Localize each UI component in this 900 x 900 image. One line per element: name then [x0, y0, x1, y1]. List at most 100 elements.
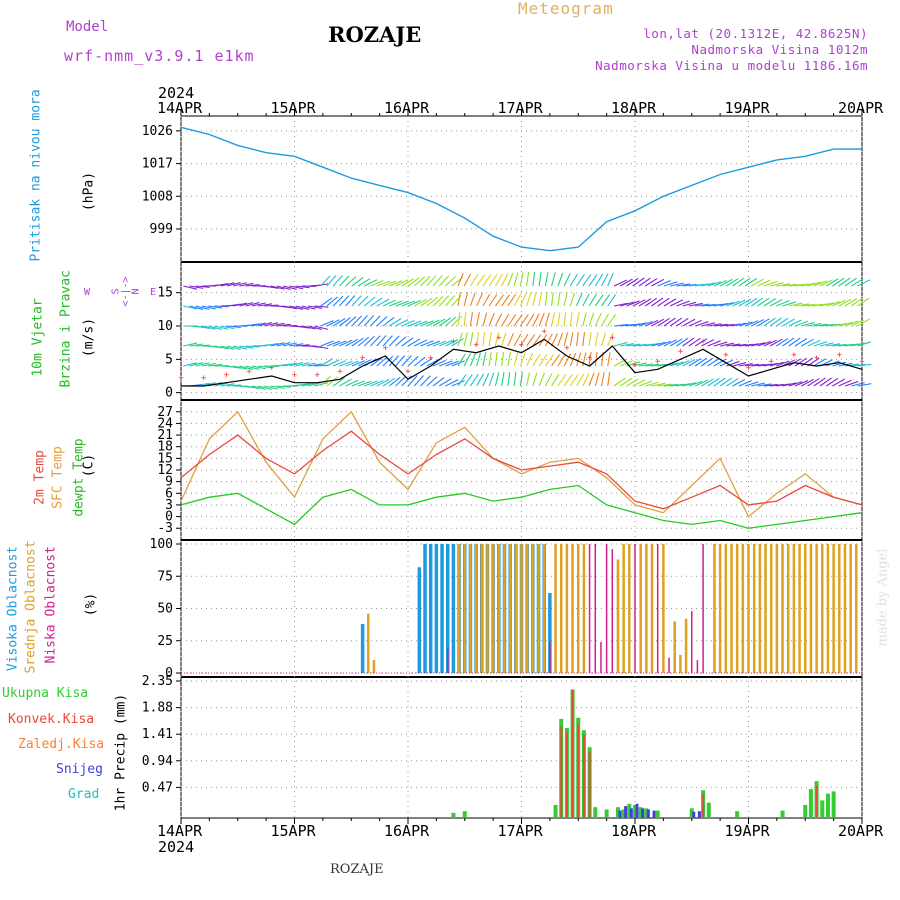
- cloud-bar-1: [554, 544, 557, 673]
- y-tick-label: 100: [150, 537, 173, 552]
- wind-barb: [245, 365, 260, 370]
- wind-barb: [713, 303, 728, 307]
- precip-bar-2: [635, 803, 639, 818]
- precip-bar-0: [644, 808, 649, 818]
- time-label-top-0: 14APR: [157, 99, 203, 117]
- wind-barb: [226, 325, 241, 329]
- wind-barb: [551, 373, 560, 387]
- wind-barb: [401, 337, 414, 347]
- gust-marker: +: [451, 337, 457, 347]
- wind-barb: [819, 302, 834, 307]
- cloud-bar-1: [525, 544, 529, 673]
- wind-barb: [726, 343, 741, 347]
- wind-barb: [295, 325, 310, 329]
- wind-barb: [676, 317, 689, 327]
- precip-bar-2: [629, 808, 633, 818]
- wind-barb: [382, 335, 393, 347]
- wind-barb: [283, 305, 297, 310]
- wind-barb: [401, 300, 416, 307]
- y-tick-label: 1.88: [142, 701, 173, 716]
- gust-marker: +: [269, 364, 275, 374]
- wind-barb: [563, 374, 573, 387]
- wind-barb: [613, 341, 628, 347]
- wind-barb: [694, 321, 709, 327]
- wind-barb: [414, 339, 428, 347]
- wind-barb: [389, 300, 403, 307]
- wind-barb: [345, 295, 356, 307]
- wind-barb: [389, 280, 403, 287]
- wind-barb: [601, 313, 610, 327]
- wind-barb: [620, 301, 634, 307]
- precip-bar-0: [604, 809, 609, 818]
- wind-barb: [832, 343, 847, 347]
- wind-barb: [850, 278, 864, 287]
- cloud-bar-0: [440, 544, 444, 673]
- cloud-bar-1: [565, 544, 569, 673]
- wind-barb: [426, 296, 438, 307]
- wind-barb: [251, 365, 266, 370]
- wind-barb: [513, 272, 519, 287]
- wind-barb: [345, 276, 357, 287]
- wind-barb: [757, 279, 771, 287]
- wind-barb: [426, 275, 437, 287]
- wind-barb: [751, 319, 765, 327]
- wind-barb: [438, 340, 453, 347]
- gust-marker: +: [723, 350, 729, 360]
- wind-barb: [233, 302, 248, 307]
- wind-barb: [445, 360, 459, 367]
- temp-unit: (C): [81, 453, 97, 478]
- gust-marker: +: [837, 350, 843, 360]
- wind-barb: [239, 282, 254, 287]
- wind-barb: [407, 320, 422, 327]
- wind-barb: [626, 378, 639, 387]
- wind-barb: [382, 299, 396, 307]
- wind-barb: [501, 294, 511, 307]
- gust-marker: +: [632, 360, 638, 370]
- wind-barb: [438, 275, 450, 287]
- wind-barb: [613, 377, 626, 387]
- wind-barb: [258, 385, 272, 390]
- wind-barb: [233, 345, 247, 350]
- wind-barb: [569, 292, 576, 307]
- wind-barb: [757, 383, 772, 387]
- wind-barb: [788, 302, 803, 307]
- wind-barb: [226, 365, 241, 369]
- wind-barb: [351, 315, 362, 327]
- lonlat-label: lon,lat (20.1312E, 42.8625N): [643, 26, 868, 41]
- gust-marker: +: [564, 344, 570, 354]
- wind-barb: [832, 299, 846, 307]
- wind-barb: [482, 312, 488, 327]
- wind-barb: [432, 377, 445, 387]
- wind-barb: [626, 343, 641, 347]
- wind-barb: [776, 300, 790, 307]
- y-tick-label: 1.41: [142, 727, 173, 742]
- wind-barb: [669, 317, 683, 327]
- precip-bar-0: [735, 811, 740, 818]
- precip-bar-1: [577, 723, 580, 818]
- wind-barb: [607, 372, 611, 387]
- credit-watermark: made by Angel: [875, 548, 891, 647]
- wind-barb: [370, 379, 384, 387]
- wind-barb: [532, 372, 538, 387]
- wind-barb: [576, 373, 585, 387]
- wind-barb: [813, 280, 828, 287]
- wind-barb: [813, 303, 828, 307]
- wind-barb: [638, 380, 653, 387]
- wind-barb: [776, 283, 791, 287]
- wind-barb: [632, 299, 646, 307]
- wind-barb: [701, 357, 714, 367]
- wind-barb: [195, 305, 210, 310]
- wind-barb: [501, 372, 505, 387]
- wind-barb: [195, 285, 210, 288]
- wind-barb: [738, 321, 753, 327]
- cloud-bar-1: [752, 544, 756, 673]
- wind-barb: [420, 375, 431, 387]
- wind-barb: [251, 322, 266, 327]
- wind-barb: [801, 303, 816, 307]
- wind-barb: [826, 301, 840, 307]
- cloud-bar-0: [434, 544, 439, 673]
- wind-barb: [632, 362, 647, 367]
- cloud-bar-1: [769, 544, 773, 673]
- cloud-bar-1: [735, 544, 739, 673]
- wind-barb: [401, 375, 412, 387]
